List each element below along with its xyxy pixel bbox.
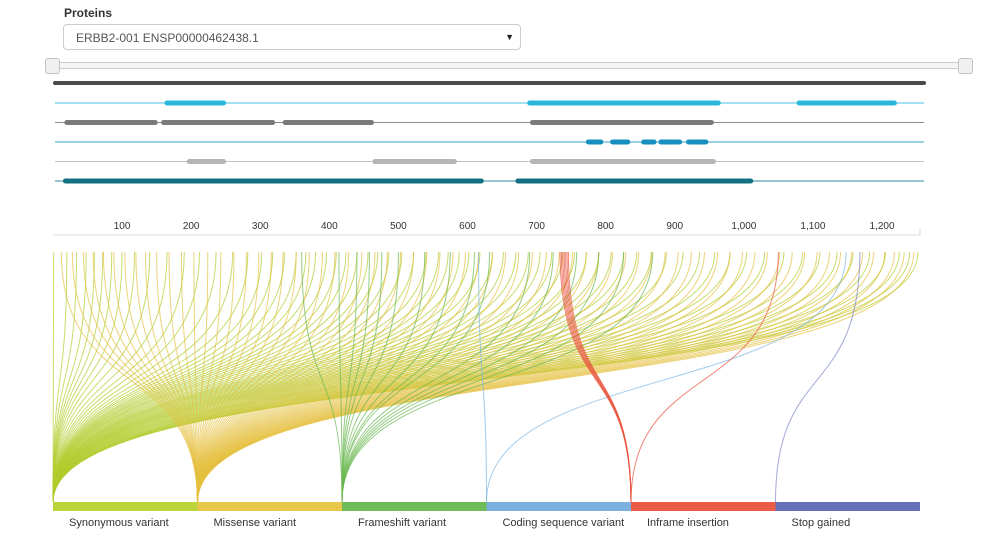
variant-links [52,251,919,503]
variant-link[interactable] [338,251,343,503]
category-bars: Synonymous variant Missense variant Frames… [53,502,920,529]
variant-link[interactable] [92,251,198,503]
variant-link[interactable] [52,251,55,503]
variant-link[interactable] [52,251,234,503]
variant-link[interactable] [775,251,861,503]
variant-link[interactable] [341,251,475,503]
category-label: Synonymous variant [69,517,169,529]
variant-link[interactable] [156,251,198,503]
axis-tick-label: 300 [252,221,269,232]
variant-link[interactable] [341,251,370,503]
axis-tick-label: 400 [321,221,338,232]
variant-link[interactable] [52,251,701,503]
variant-link[interactable] [341,251,554,503]
axis-tick-label: 1,200 [869,221,894,232]
variant-link[interactable] [301,251,343,503]
variant-link[interactable] [197,251,600,503]
variant-link[interactable] [52,251,185,503]
axis-tick-label: 700 [528,221,545,232]
variant-link[interactable] [145,251,198,503]
variant-link[interactable] [52,251,919,503]
protein-select-value: ERBB2-001 ENSP00000462438.1 [76,31,259,45]
variant-link[interactable] [71,251,198,503]
variant-link[interactable] [60,251,198,503]
variant-link[interactable] [82,251,198,503]
category-label: Missense variant [214,517,297,529]
category-bar[interactable] [631,502,776,511]
variant-link[interactable] [197,251,222,503]
variant-link[interactable] [197,251,209,503]
variant-link[interactable] [197,251,284,503]
caret-down-icon: ▼ [505,32,514,42]
category-bar[interactable] [775,502,921,511]
variant-link[interactable] [135,251,198,503]
axis-tick-label: 1,100 [800,221,825,232]
variant-link[interactable] [197,251,376,503]
axis-tick-label: 100 [114,221,131,232]
variant-link[interactable] [197,251,415,503]
axis-tick-label: 600 [459,221,476,232]
variant-link[interactable] [124,251,198,503]
variant-link[interactable] [197,251,363,503]
variant-link[interactable] [102,251,198,503]
range-slider-handle-max[interactable] [958,58,973,74]
axis-tick-label: 800 [597,221,614,232]
variant-link[interactable] [197,251,323,503]
protein-select[interactable]: ERBB2-001 ENSP00000462438.1 ▼ [63,24,521,50]
variant-link[interactable] [341,251,451,503]
variant-link[interactable] [197,251,428,503]
variant-link[interactable] [197,251,614,503]
axis-tick-label: 200 [183,221,200,232]
variant-link[interactable] [341,251,399,503]
category-label: Stop gained [792,517,851,529]
variant-link[interactable] [193,251,198,503]
variant-link[interactable] [567,251,632,503]
variant-link[interactable] [52,251,168,503]
category-bar[interactable] [342,502,487,511]
variant-link[interactable] [52,251,136,503]
variant-link[interactable] [52,251,123,503]
variant-link[interactable] [197,251,336,503]
variant-link[interactable] [197,251,247,503]
category-label: Inframe insertion [647,517,729,529]
variant-link[interactable] [197,251,350,503]
category-label: Coding sequence variant [503,517,625,529]
variant-link[interactable] [168,251,198,503]
category-label: Frameshift variant [358,517,446,529]
variant-link[interactable] [341,251,531,503]
position-axis: 100 200 300 400 500 600 700 800 900 1,000 1,100 1,2… [53,221,921,236]
variant-link[interactable] [341,251,578,503]
variant-link[interactable] [478,251,487,503]
variant-link[interactable] [197,251,260,503]
variant-link[interactable] [52,251,274,503]
variant-link[interactable] [197,251,297,503]
variant-link[interactable] [52,251,151,503]
category-bar[interactable] [197,502,343,511]
variant-link[interactable] [197,251,388,503]
variant-link[interactable] [341,251,426,503]
variant-link[interactable] [486,251,847,503]
variant-link[interactable] [197,251,235,503]
variant-link[interactable] [180,251,198,503]
variant-link[interactable] [197,251,401,503]
variant-link[interactable] [630,251,779,503]
proteins-label: Proteins [64,6,113,20]
variant-link[interactable] [341,251,654,503]
range-slider-handle-min[interactable] [45,58,60,74]
variant-link[interactable] [341,251,491,503]
variant-link[interactable] [113,251,198,503]
axis-tick-label: 1,000 [731,221,756,232]
axis-tick-label: 500 [390,221,407,232]
category-bar[interactable] [53,502,198,511]
domain-tracks [53,81,926,184]
variant-link[interactable] [52,251,200,503]
variant-link[interactable] [341,251,600,503]
variant-link[interactable] [341,251,383,503]
category-bar[interactable] [486,502,632,511]
variant-link[interactable] [197,251,915,503]
variant-link[interactable] [52,251,285,503]
axis-tick-label: 900 [666,221,683,232]
variant-link[interactable] [341,251,358,503]
